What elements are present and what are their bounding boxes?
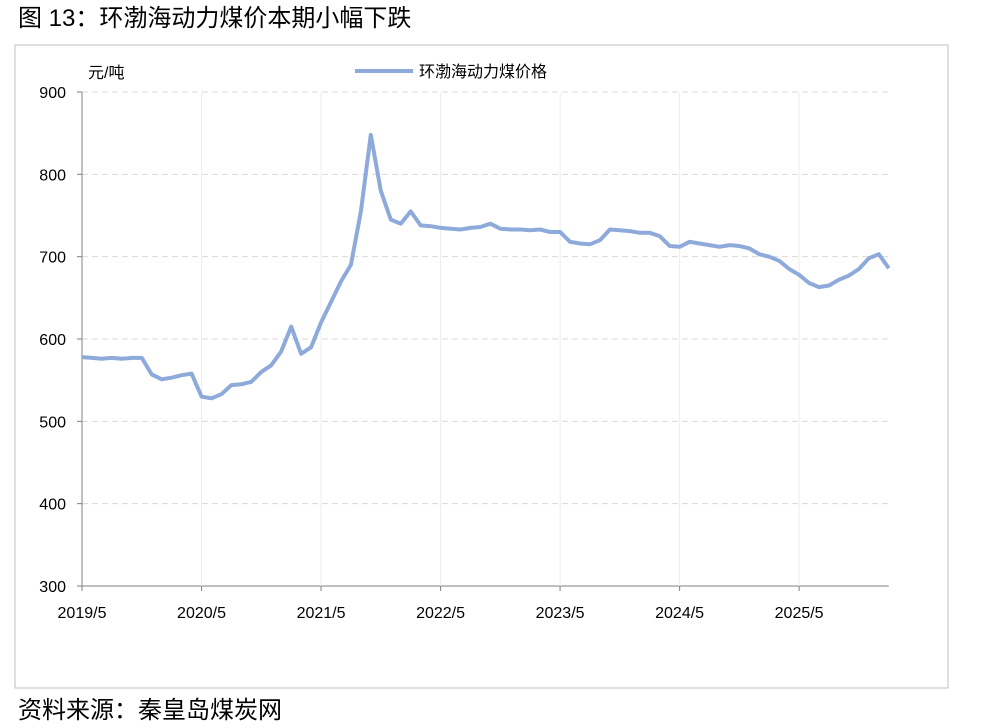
y-tick-label: 400 [39, 497, 66, 514]
y-tick-label: 600 [39, 332, 66, 349]
x-tick-label: 2019/5 [58, 605, 107, 622]
frame [14, 44, 949, 689]
x-tick-label: 2020/5 [177, 605, 226, 622]
y-tick-label: 700 [39, 250, 66, 267]
source: 资料来源：秦皇岛煤炭网 [18, 697, 282, 724]
x-tick-label: 2025/5 [775, 605, 824, 622]
y-tick-label: 500 [39, 414, 66, 431]
x-tick-label: 2023/5 [536, 605, 585, 622]
chart-title: 图 13：环渤海动力煤价本期小幅下跌 [18, 5, 411, 32]
y-tick-label: 900 [39, 85, 66, 102]
y-axis-label: 元/吨 [88, 64, 124, 82]
y-tick-label: 300 [39, 579, 66, 596]
y-tick-label: 800 [39, 167, 66, 184]
legend-label: 环渤海动力煤价格 [419, 63, 547, 81]
x-tick-label: 2021/5 [297, 605, 346, 622]
line-series [81, 132, 891, 401]
x-tick-label: 2022/5 [416, 605, 465, 622]
x-tick-label: 2024/5 [655, 605, 704, 622]
